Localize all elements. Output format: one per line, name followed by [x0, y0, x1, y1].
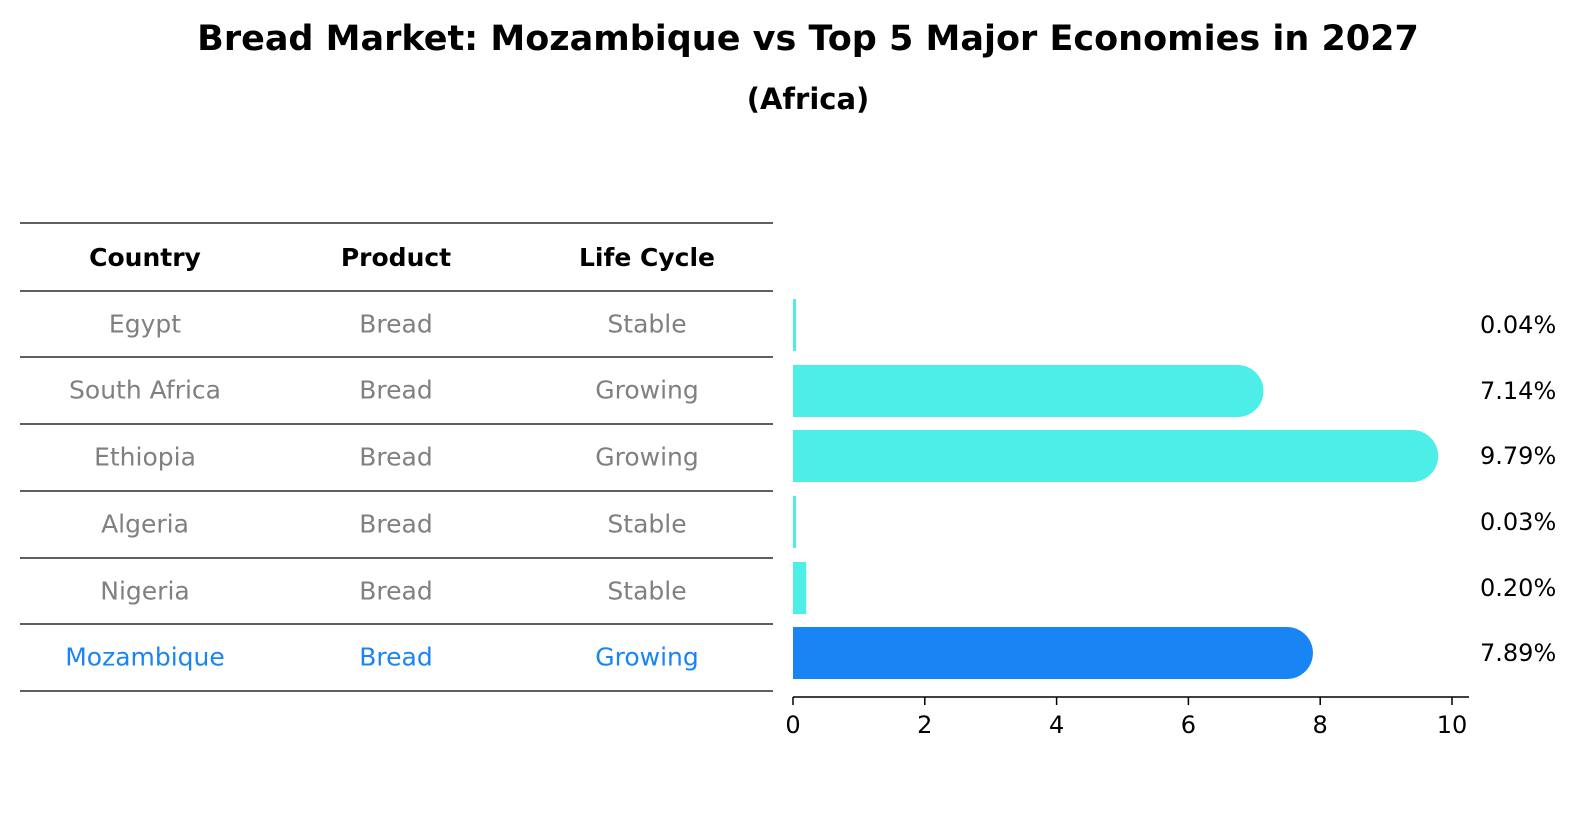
bar-value-label: 0.03% — [1480, 508, 1556, 536]
table-cell: Stable — [607, 310, 686, 339]
table-cell: Stable — [607, 510, 686, 539]
bar-value-label: 0.04% — [1480, 311, 1556, 339]
table-header-cell: Product — [341, 243, 451, 272]
chart-subtitle: (Africa) — [747, 82, 870, 116]
table-cell: Ethiopia — [94, 443, 196, 472]
x-tick-label: 6 — [1181, 711, 1196, 739]
table-cell: Mozambique — [65, 643, 225, 672]
x-tick-label: 4 — [1049, 711, 1064, 739]
table-cell: Bread — [359, 310, 432, 339]
x-tick-label: 8 — [1313, 711, 1328, 739]
bar-value-label: 7.14% — [1480, 377, 1556, 405]
bar-cap — [1260, 627, 1313, 679]
x-tick-label: 10 — [1437, 711, 1468, 739]
bar — [793, 299, 796, 351]
table-cell: Growing — [595, 643, 699, 672]
table-header-cell: Country — [89, 243, 201, 272]
table-header-cell: Life Cycle — [579, 243, 715, 272]
table-cell: Stable — [607, 577, 686, 606]
x-tick-label: 2 — [917, 711, 932, 739]
bar-cap — [1386, 430, 1439, 482]
table-cell: Bread — [359, 510, 432, 539]
table-cell: Bread — [359, 577, 432, 606]
bar — [793, 627, 1288, 679]
bar — [793, 562, 807, 614]
table-cell: Growing — [595, 376, 699, 405]
table-cell: Egypt — [109, 310, 181, 339]
data-table: Country Product Life Cycle Egypt Bread Stable… — [20, 222, 773, 692]
table-cell: South Africa — [69, 376, 221, 405]
x-axis: 0 2 4 6 8 10 — [785, 696, 1469, 739]
bar — [793, 496, 796, 548]
table-cell: Bread — [359, 376, 432, 405]
bar-value-label: 9.79% — [1480, 442, 1556, 470]
table-cell: Nigeria — [100, 577, 189, 606]
table-cell: Bread — [359, 643, 432, 672]
chart-title: Bread Market: Mozambique vs Top 5 Major … — [197, 19, 1419, 59]
bar-value-label: 0.20% — [1480, 574, 1556, 602]
bar-cap — [1211, 365, 1264, 417]
bar-plot: 0.04% 7.14% 9.79% 0.03% 0.20% 7.89% — [793, 299, 1556, 679]
x-tick-label: 0 — [785, 711, 800, 739]
bar — [793, 430, 1414, 482]
bar — [793, 365, 1239, 417]
bar-value-label: 7.89% — [1480, 639, 1556, 667]
table-cell: Algeria — [101, 510, 189, 539]
table-cell: Growing — [595, 443, 699, 472]
table-cell: Bread — [359, 443, 432, 472]
